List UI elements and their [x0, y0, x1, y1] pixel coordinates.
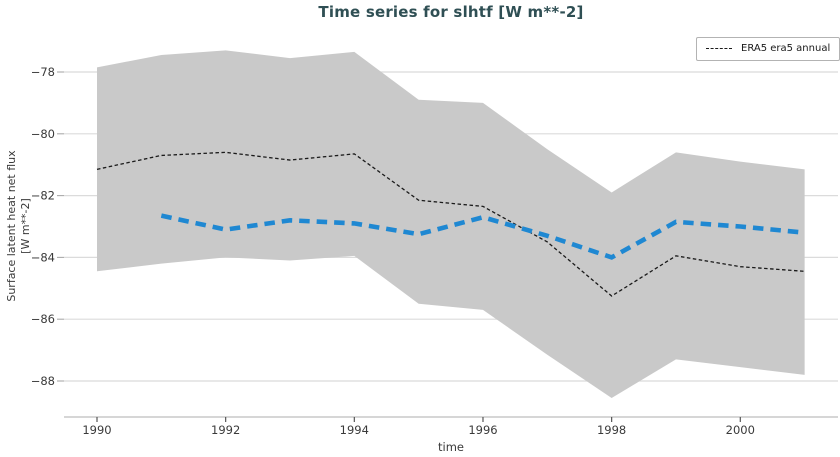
legend-dashed-line-sample	[706, 48, 732, 49]
y-tick-label: −80	[31, 127, 55, 141]
chart-title: Time series for slhtf [W m**-2]	[318, 3, 584, 21]
ensemble-mean-line	[160, 213, 805, 260]
x-tick-label: 1994	[340, 423, 369, 437]
x-tick-label: 1998	[597, 423, 626, 437]
legend: ERA5 era5 annual	[696, 37, 840, 61]
y-tick-label: −86	[31, 312, 55, 326]
x-tick-label: 1996	[468, 423, 497, 437]
legend-label: ERA5 era5 annual	[741, 43, 831, 54]
y-axis-label: Surface latent heat net flux [W m**-2]	[5, 76, 35, 376]
uncertainty-band	[97, 50, 805, 398]
y-tick-label: −82	[31, 189, 55, 203]
y-tick-label: −78	[31, 65, 55, 79]
y-tick-label: −84	[31, 250, 55, 264]
y-tick-label: −88	[31, 374, 55, 388]
x-tick-label: 2000	[726, 423, 755, 437]
x-axis-label: time	[438, 440, 464, 454]
x-tick-label: 1992	[211, 423, 240, 437]
x-tick-label: 1990	[82, 423, 111, 437]
y-axis-label-line2: [W m**-2]	[19, 198, 32, 254]
y-axis-label-line1: Surface latent heat net flux	[5, 150, 18, 302]
